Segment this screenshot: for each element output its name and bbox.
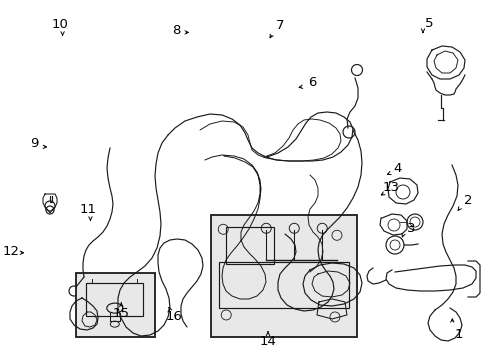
Text: 15: 15: [113, 307, 129, 320]
Text: 16: 16: [165, 310, 182, 323]
Text: 3: 3: [406, 222, 414, 235]
Bar: [211, 215, 356, 337]
Text: 14: 14: [259, 335, 276, 348]
Text: 10: 10: [51, 18, 68, 31]
Text: 1: 1: [453, 328, 462, 341]
Text: 8: 8: [171, 24, 180, 37]
Text: 4: 4: [392, 162, 401, 175]
Bar: [76, 273, 155, 337]
Bar: [226, 227, 274, 264]
Text: 6: 6: [307, 76, 316, 89]
Text: 12: 12: [2, 245, 19, 258]
Bar: [85, 283, 142, 316]
Bar: [219, 261, 348, 308]
Text: 13: 13: [382, 181, 399, 194]
Text: 5: 5: [424, 17, 433, 30]
Text: 11: 11: [80, 203, 96, 216]
Text: 7: 7: [275, 19, 284, 32]
Text: 9: 9: [30, 137, 39, 150]
Text: 2: 2: [463, 194, 472, 207]
